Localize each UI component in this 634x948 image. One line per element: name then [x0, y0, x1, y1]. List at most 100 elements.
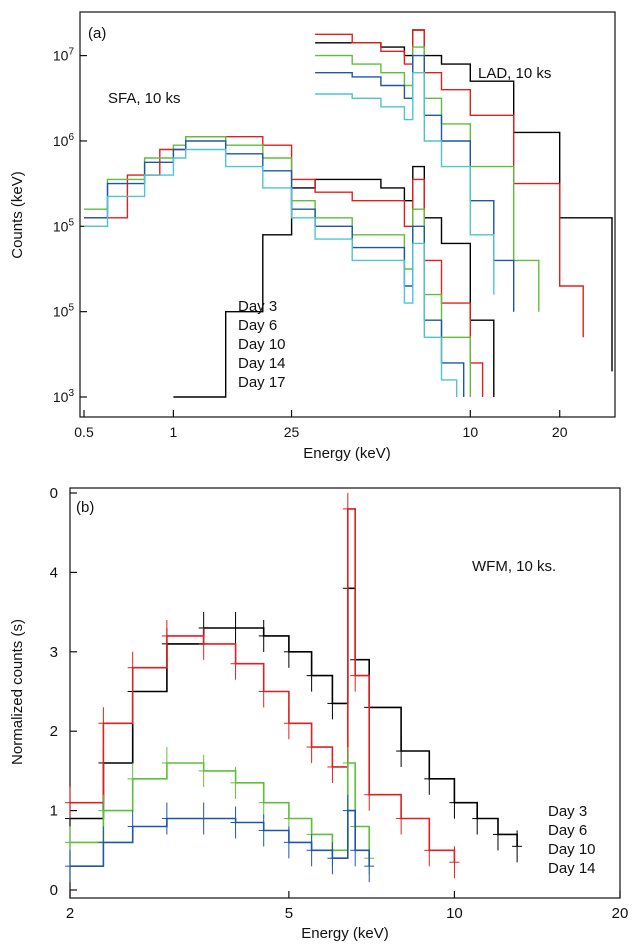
- a-xtick-label: 0.5: [74, 424, 94, 440]
- a-legend-day-6: Day 6: [238, 317, 277, 334]
- panel-b-x-label: Energy (keV): [301, 925, 389, 942]
- b-legend-day-3: Day 3: [548, 803, 587, 820]
- b-ytick-label: 2: [50, 723, 58, 740]
- b-series-model-day-6: [70, 508, 456, 863]
- b-point-day-6: [127, 651, 138, 684]
- panel-b-y-label: Normalized counts (s): [9, 619, 26, 765]
- b-xtick-label: 2: [66, 905, 74, 922]
- b-point-day-10: [198, 754, 209, 787]
- b-point-day-6: [198, 627, 209, 660]
- b-point-day-6: [364, 778, 375, 811]
- panel-a-y-label: Counts (keV): [9, 171, 26, 259]
- a-xtick-label: 25: [284, 424, 300, 440]
- b-point-day-14: [161, 802, 172, 835]
- panel-b-frame: [69, 487, 621, 899]
- b-legend-day-6: Day 6: [548, 822, 587, 839]
- b-point-day-6: [396, 802, 407, 835]
- panel-b-label: (b): [76, 499, 94, 516]
- a-xtick-label: 1: [169, 424, 177, 440]
- b-point-day-10: [230, 766, 241, 799]
- b-point-day-6: [449, 846, 460, 879]
- b-point-day-10: [258, 786, 269, 819]
- panel-a-annotation-sfa: SFA, 10 ks: [108, 90, 181, 107]
- b-point-day-3: [449, 786, 460, 819]
- b-point-day-6: [161, 619, 172, 652]
- b-point-day-3: [230, 611, 241, 644]
- b-point-day-3: [283, 635, 294, 668]
- b-point-day-3: [512, 830, 523, 863]
- b-point-day-3: [492, 818, 503, 851]
- b-ytick-label: 4: [50, 564, 58, 581]
- b-point-day-6: [283, 707, 294, 740]
- a-series-sfa-day-17: [84, 148, 458, 397]
- panel-b-x-ticks: 2 5 10 20: [66, 891, 629, 922]
- b-series-model-day-14: [70, 809, 370, 867]
- a-xtick-label: 20: [552, 424, 568, 440]
- panel-a-label: (a): [88, 25, 106, 42]
- b-point-day-3: [306, 659, 317, 692]
- panel-b-series: [65, 492, 523, 883]
- b-point-day-6: [98, 707, 109, 740]
- panel-b-annotation-wfm: WFM, 10 ks.: [472, 558, 556, 575]
- b-point-day-14: [198, 802, 209, 835]
- b-point-day-14: [327, 842, 338, 875]
- a-series-lad-day-14: [315, 54, 515, 312]
- panel-a-annotation-lad: LAD, 10 ks: [478, 65, 551, 82]
- a-series-lad-day-10: [315, 46, 540, 312]
- b-point-day-14: [127, 810, 138, 843]
- a-legend-day-3: Day 3: [238, 298, 277, 315]
- b-point-day-6: [258, 675, 269, 708]
- b-point-day-14: [306, 834, 317, 867]
- a-legend-day-14: Day 14: [238, 355, 286, 372]
- b-point-day-6: [230, 647, 241, 680]
- b-point-day-14: [98, 826, 109, 859]
- b-point-day-10: [161, 746, 172, 779]
- a-ytick-label: 105: [53, 303, 75, 320]
- b-point-day-3: [396, 735, 407, 768]
- b-legend-day-10: Day 10: [548, 841, 596, 858]
- b-point-day-10: [127, 762, 138, 795]
- b-ytick-label: 1: [50, 803, 58, 820]
- a-series-lad-day-3: [315, 29, 613, 372]
- b-point-day-3: [472, 802, 483, 835]
- panel-a-x-label: Energy (keV): [303, 445, 391, 462]
- b-point-day-14: [342, 794, 353, 827]
- b-point-day-14: [230, 806, 241, 839]
- a-legend-day-17: Day 17: [238, 374, 286, 391]
- b-series-model-day-3: [70, 587, 518, 847]
- b-point-day-6: [327, 750, 338, 783]
- panel-a-series: [84, 29, 613, 398]
- b-point-day-6: [65, 786, 75, 819]
- b-point-day-3: [424, 762, 435, 795]
- panel-a-frame: [79, 11, 616, 418]
- b-point-day-6: [306, 731, 317, 764]
- panel-a: 107 106 105 105 103 0.5 1 25 10 20 (a) SFA, 10 k…: [9, 11, 616, 462]
- panel-a-legend: Day 3 Day 6 Day 10 Day 14 Day 17: [238, 298, 286, 391]
- a-ytick-label: 103: [53, 388, 75, 405]
- panel-b: 0 1 2 3 4 0 2 5 10 20 (b) WFM, 10 ks. Day 3 Day 6…: [9, 485, 628, 942]
- b-point-day-6: [342, 492, 353, 525]
- b-xtick-label: 5: [285, 905, 293, 922]
- b-point-day-10: [342, 746, 353, 779]
- b-point-day-14: [350, 834, 361, 867]
- b-point-day-3: [258, 619, 269, 652]
- a-ytick-label: 106: [53, 132, 75, 149]
- b-legend-day-14: Day 14: [548, 860, 596, 877]
- b-ytick-label: 0: [50, 485, 58, 502]
- panel-a-y-ticks: 107 106 105 105 103: [53, 47, 87, 405]
- b-ytick-label: 3: [50, 644, 58, 661]
- b-point-day-14: [258, 814, 269, 847]
- b-xtick-label: 20: [612, 905, 629, 922]
- b-point-day-6: [350, 659, 361, 692]
- panel-b-legend: Day 3 Day 6 Day 10 Day 14: [548, 803, 596, 877]
- a-ytick-label: 105: [53, 217, 75, 234]
- b-point-day-3: [327, 687, 338, 720]
- b-ytick-label: 0: [50, 882, 58, 899]
- a-series-sfa-day-3: [173, 165, 495, 398]
- b-point-day-6: [424, 834, 435, 867]
- a-ytick-label: 107: [53, 47, 75, 64]
- panel-b-y-ticks: 0 1 2 3 4 0: [50, 485, 77, 899]
- b-point-day-14: [65, 850, 75, 883]
- a-legend-day-10: Day 10: [238, 336, 286, 353]
